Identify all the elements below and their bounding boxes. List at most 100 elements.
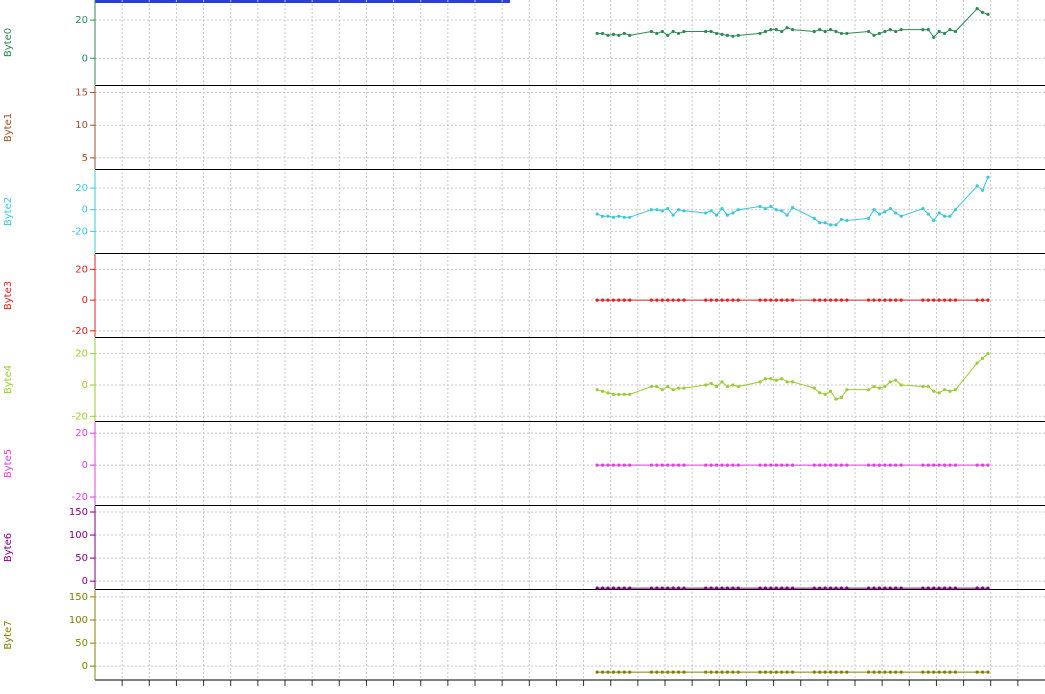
point <box>845 298 849 302</box>
point <box>877 212 882 216</box>
point <box>649 670 654 674</box>
scrollbar[interactable] <box>95 0 510 3</box>
point <box>774 208 778 212</box>
point <box>926 463 930 467</box>
point <box>932 35 936 39</box>
point <box>883 463 887 467</box>
point <box>942 463 947 467</box>
point <box>622 298 626 302</box>
point <box>666 298 670 302</box>
point <box>839 217 844 222</box>
point <box>812 463 816 467</box>
point <box>834 670 838 674</box>
point <box>823 29 827 34</box>
point <box>600 389 605 393</box>
point <box>731 211 735 215</box>
point <box>655 298 659 302</box>
point <box>877 386 882 390</box>
point <box>617 392 621 396</box>
point <box>932 218 936 223</box>
point <box>948 670 952 674</box>
point <box>845 31 849 36</box>
point <box>812 586 816 590</box>
point <box>948 214 952 218</box>
point <box>774 670 778 674</box>
point <box>894 586 898 590</box>
point <box>769 377 773 381</box>
point <box>926 384 930 389</box>
point <box>894 298 898 302</box>
point <box>883 29 887 34</box>
y-tick-label: 20 <box>75 183 88 194</box>
point <box>611 670 616 674</box>
point <box>617 214 621 218</box>
point <box>888 28 892 32</box>
point <box>937 391 941 395</box>
point <box>769 670 773 674</box>
y-tick-label: -20 <box>72 411 88 422</box>
point <box>600 586 605 590</box>
point <box>899 586 903 590</box>
point <box>676 670 681 674</box>
point <box>980 670 985 674</box>
point <box>937 298 941 302</box>
point <box>828 463 833 467</box>
point <box>617 463 621 467</box>
point <box>790 380 795 384</box>
y-tick-label: 20 <box>75 428 88 439</box>
y-tick-label: 100 <box>69 615 88 626</box>
y-tick-label: 20 <box>75 15 88 26</box>
point <box>828 28 833 32</box>
point <box>953 670 958 674</box>
point <box>628 33 632 37</box>
point <box>980 463 985 467</box>
point <box>606 214 610 218</box>
y-tick-label: 10 <box>75 120 88 131</box>
point <box>774 378 778 382</box>
y-tick-label: 0 <box>82 380 88 391</box>
point <box>671 298 675 302</box>
y-tick-label: 0 <box>82 205 88 216</box>
point <box>953 298 958 302</box>
point <box>899 214 903 218</box>
point <box>980 586 985 590</box>
point <box>736 384 740 389</box>
point <box>720 380 724 384</box>
point <box>649 586 654 590</box>
point <box>666 33 670 37</box>
y-tick-label: -20 <box>72 492 88 503</box>
y-axis-label: Byte0 <box>3 28 14 57</box>
point <box>980 298 985 302</box>
point <box>883 210 887 214</box>
point <box>763 377 768 381</box>
point <box>758 380 762 384</box>
point <box>709 29 713 34</box>
point <box>660 670 664 674</box>
point <box>888 670 892 674</box>
point <box>725 384 730 389</box>
point <box>682 209 686 213</box>
point <box>937 211 941 215</box>
point <box>790 463 795 467</box>
point <box>894 29 898 34</box>
point <box>628 670 632 674</box>
point <box>926 298 930 302</box>
point <box>866 670 871 674</box>
point <box>617 298 621 302</box>
point <box>872 463 876 467</box>
point <box>926 670 930 674</box>
point <box>877 31 882 36</box>
point <box>676 31 681 36</box>
point <box>709 381 713 386</box>
point <box>845 218 849 223</box>
point <box>731 463 735 467</box>
point <box>763 670 768 674</box>
point <box>899 28 903 32</box>
point <box>714 586 719 590</box>
point <box>785 463 789 467</box>
point <box>617 33 621 37</box>
point <box>725 670 730 674</box>
point <box>975 298 979 302</box>
point <box>622 392 626 396</box>
point <box>872 384 876 389</box>
